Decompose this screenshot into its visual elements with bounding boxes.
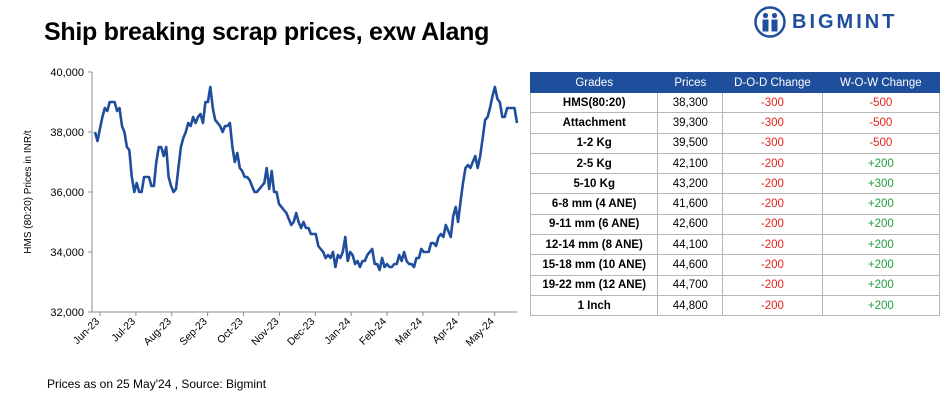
grade-cell: 1-2 Kg [529, 132, 659, 154]
price-cell: 41,600 [657, 193, 724, 215]
x-tick-label: Jan-24 [322, 316, 353, 347]
y-tick-label: 38,000 [50, 127, 84, 139]
wow-change-cell: +200 [821, 152, 940, 175]
dod-change-cell: -200 [722, 274, 823, 296]
price-line-chart: 32,000 34,000 36,000 38,000 40,000 Jun-23 Jul-… [23, 67, 519, 349]
y-tick-label: 40,000 [50, 67, 84, 79]
table-row: 12-14 mm (8 ANE) 44,100 -200 +200 [529, 234, 940, 256]
grade-cell: 12-14 mm (8 ANE) [529, 234, 659, 256]
dod-change-cell: -200 [722, 254, 823, 276]
wow-change-cell: -500 [821, 132, 940, 154]
wow-change-cell: -500 [821, 112, 940, 134]
table-row: 15-18 mm (10 ANE) 44,600 -200 +200 [529, 254, 940, 276]
grade-cell: 15-18 mm (10 ANE) [529, 254, 659, 276]
table-row: Attachment 39,300 -300 -500 [529, 112, 940, 134]
table-row: HMS(80:20) 38,300 -300 -500 [529, 91, 940, 114]
dod-change-cell: -300 [722, 91, 823, 114]
table-row: 6-8 mm (4 ANE) 41,600 -200 +200 [529, 193, 940, 215]
price-cell: 38,300 [657, 91, 724, 114]
grade-cell: 1 Inch [529, 294, 659, 317]
header-wow-change: W-O-W Change [821, 72, 940, 93]
x-tick-label: Aug-23 [141, 316, 174, 349]
table-row: 19-22 mm (12 ANE) 44,700 -200 +200 [529, 274, 940, 296]
price-cell: 44,100 [657, 234, 724, 256]
table-row: 9-11 mm (6 ANE) 42,600 -200 +200 [529, 213, 940, 236]
grade-cell: Attachment [529, 112, 659, 134]
dod-change-cell: -200 [722, 193, 823, 215]
header-prices: Prices [657, 72, 724, 93]
x-tick-label: Apr-24 [430, 316, 461, 347]
x-tick-label: Oct-23 [215, 316, 246, 347]
bigmint-logo-icon [754, 6, 786, 38]
x-tick-label: Feb-24 [357, 316, 389, 348]
x-tick-label: Sep-23 [177, 316, 210, 349]
dod-change-cell: -200 [722, 152, 823, 175]
wow-change-cell: +200 [821, 274, 940, 296]
table-row: 2-5 Kg 42,100 -200 +200 [529, 152, 940, 175]
header-dod-change: D-O-D Change [722, 72, 823, 93]
x-tick-label: Jun-23 [71, 316, 102, 347]
wow-change-cell: +300 [821, 173, 940, 195]
grade-cell: 2-5 Kg [529, 152, 659, 175]
price-cell: 42,100 [657, 152, 724, 175]
dod-change-cell: -300 [722, 132, 823, 154]
footer-note: Prices as on 25 May'24 , Source: Bigmint [47, 377, 267, 391]
grade-cell: 5-10 Kg [529, 173, 659, 195]
price-cell: 44,600 [657, 254, 724, 276]
wow-change-cell: +200 [821, 234, 940, 256]
price-series-line [93, 85, 519, 272]
dod-change-cell: -300 [722, 112, 823, 134]
price-cell: 44,800 [657, 294, 724, 317]
page-title: Ship breaking scrap prices, exw Alang [44, 18, 490, 46]
dod-change-cell: -200 [722, 234, 823, 256]
wow-change-cell: +200 [821, 294, 940, 317]
wow-change-cell: -500 [821, 91, 940, 114]
table-row: 1-2 Kg 39,500 -300 -500 [529, 132, 940, 154]
x-tick-label: Dec-23 [285, 316, 318, 349]
grade-cell: 6-8 mm (4 ANE) [529, 193, 659, 215]
grade-cell: HMS(80:20) [529, 91, 659, 114]
price-cell: 43,200 [657, 173, 724, 195]
dod-change-cell: -200 [722, 294, 823, 317]
price-cell: 42,600 [657, 213, 724, 236]
dod-change-cell: -200 [722, 173, 823, 195]
wow-change-cell: +200 [821, 254, 940, 276]
x-tick-label: Nov-23 [249, 316, 282, 349]
price-cell: 44,700 [657, 274, 724, 296]
x-tick-label: May-24 [464, 316, 497, 349]
table-row: 5-10 Kg 43,200 -200 +300 [529, 173, 940, 195]
x-tick-label: Mar-24 [393, 316, 425, 348]
wow-change-cell: +200 [821, 193, 940, 215]
brand-name: BIGMINT [792, 10, 898, 33]
price-table: Grades Prices D-O-D Change W-O-W Change … [529, 72, 940, 317]
grade-cell: 19-22 mm (12 ANE) [529, 274, 659, 296]
price-cell: 39,500 [657, 132, 724, 154]
x-tick-label: Jul-23 [109, 316, 138, 345]
header-grades: Grades [529, 72, 659, 93]
y-tick-label: 34,000 [50, 247, 84, 259]
y-tick-label: 32,000 [50, 307, 84, 319]
y-tick-label: 36,000 [50, 187, 84, 199]
brand-logo: BIGMINT [754, 6, 897, 38]
price-cell: 39,300 [657, 112, 724, 134]
grade-cell: 9-11 mm (6 ANE) [529, 213, 659, 236]
dod-change-cell: -200 [722, 213, 823, 236]
table-row: 1 Inch 44,800 -200 +200 [529, 294, 940, 317]
wow-change-cell: +200 [821, 213, 940, 236]
table-header-row: Grades Prices D-O-D Change W-O-W Change [529, 72, 940, 93]
y-axis-label: HMS (80:20) Prices in INR/t [23, 130, 34, 254]
